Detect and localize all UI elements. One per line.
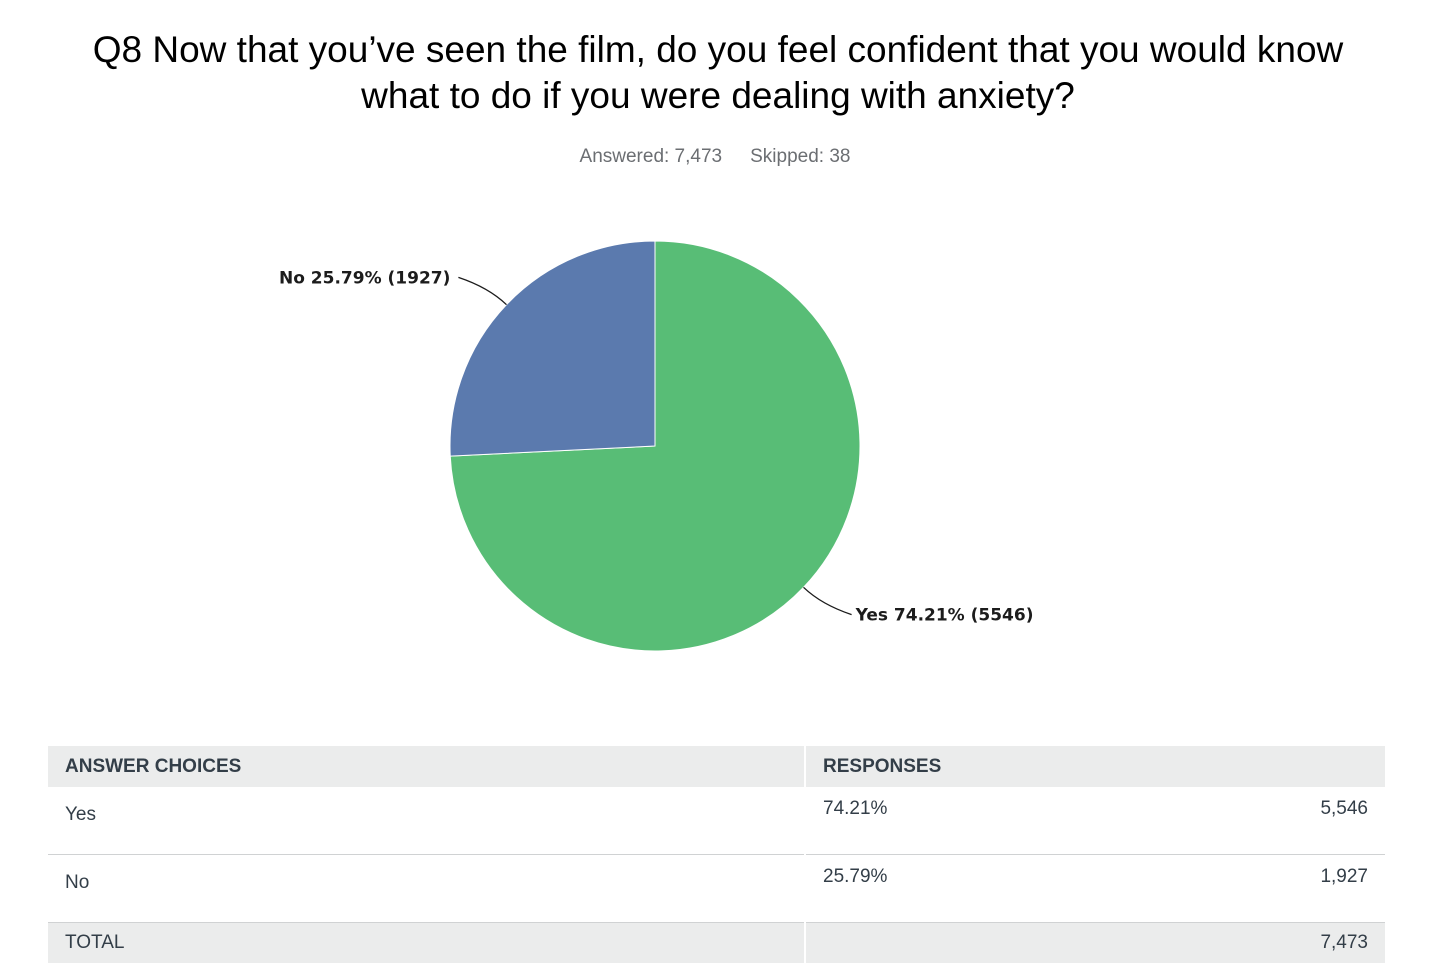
row-percent: 25.79% bbox=[804, 854, 1105, 923]
response-stats: Answered: 7,473 Skipped: 38 bbox=[0, 146, 1430, 168]
pie-label-no: No 25.79% (1927) bbox=[279, 268, 450, 288]
pie-slice-no bbox=[449, 240, 656, 457]
table-total-row: TOTAL 7,473 bbox=[48, 922, 1385, 963]
row-choice: Yes bbox=[48, 787, 805, 855]
pie-leader-no bbox=[458, 276, 507, 306]
table-header-row: ANSWER CHOICES RESPONSES bbox=[48, 746, 1385, 787]
answered-count: Answered: 7,473 bbox=[579, 146, 723, 167]
pie-leader-yes bbox=[803, 586, 852, 616]
responses-table: ANSWER CHOICES RESPONSES Yes 74.21% 5,54… bbox=[48, 746, 1385, 963]
header-answer-choices: ANSWER CHOICES bbox=[48, 746, 805, 787]
row-count: 5,546 bbox=[1105, 787, 1385, 855]
chart-title: Q8 Now that you’ve seen the film, do you… bbox=[92, 29, 1344, 116]
skipped-count: Skipped: 38 bbox=[750, 146, 851, 167]
pie-label-yes: Yes 74.21% (5546) bbox=[855, 606, 1034, 626]
row-count: 1,927 bbox=[1105, 854, 1385, 923]
pie-chart: Yes 74.21% (5546) No 25.79% (1927) bbox=[279, 240, 1034, 652]
table-row: Yes 74.21% 5,546 bbox=[48, 787, 1385, 855]
header-responses: RESPONSES bbox=[804, 746, 1385, 787]
total-label: TOTAL bbox=[48, 922, 805, 963]
row-choice: No bbox=[48, 854, 805, 923]
table-row: No 25.79% 1,927 bbox=[48, 854, 1385, 923]
row-percent: 74.21% bbox=[804, 787, 1105, 855]
total-count: 7,473 bbox=[804, 922, 1385, 963]
